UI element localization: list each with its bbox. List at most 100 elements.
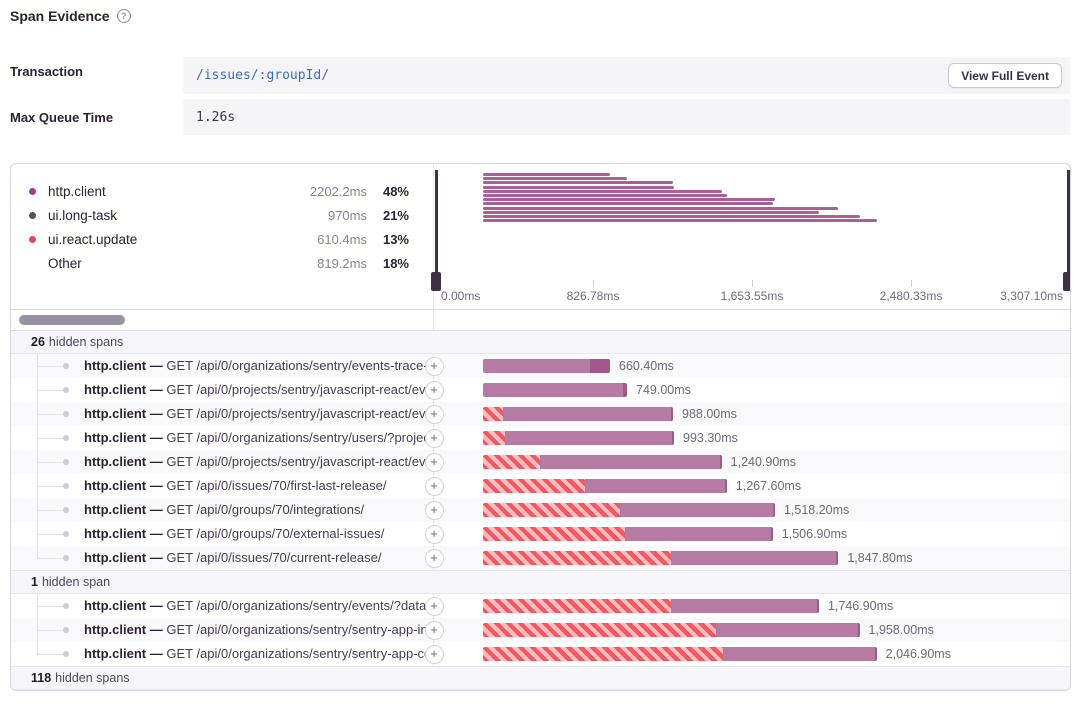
span-op: http.client (84, 454, 147, 469)
legend-duration: 819.2ms (317, 255, 367, 271)
max-queue-time-label: Max Queue Time (10, 110, 114, 125)
span-bar-main (671, 599, 817, 613)
span-op: http.client (84, 502, 147, 517)
plus-icon: + (430, 502, 438, 517)
minimap[interactable] (434, 164, 1070, 280)
axis-tick (593, 280, 594, 287)
span-description: GET /api/0/projects/sentry/javascript-re… (166, 454, 433, 469)
span-row: http.client — GET /api/0/groups/70/exter… (11, 522, 1070, 546)
span-bar-cap (719, 455, 722, 469)
span-bar-queue-hatch (483, 527, 625, 541)
span-bar-main (502, 407, 671, 421)
span-bar-queue-hatch (483, 599, 672, 613)
tree-connector (37, 390, 63, 391)
tree-connector (37, 558, 63, 559)
span-bar-cell: 1,240.90ms (434, 450, 1070, 474)
hidden-spans-row-2[interactable]: 1 hidden span (11, 570, 1070, 594)
plus-icon: + (430, 382, 438, 397)
span-description: GET /api/0/issues/70/current-release/ (166, 550, 382, 565)
span-description: GET /api/0/groups/70/integrations/ (166, 502, 365, 517)
legend-dot-icon (29, 211, 36, 219)
max-queue-time-value: 1.26s (196, 109, 236, 125)
legend-item[interactable]: Other 819.2ms 18% (29, 251, 409, 275)
span-bar-cell: 1,518.20ms (434, 498, 1070, 522)
legend-item[interactable]: ui.react.update 610.4ms 13% (29, 227, 409, 251)
span-op: http.client (84, 622, 147, 637)
legend-cell: http.client 2202.2ms 48% ui.long-task 97… (11, 164, 434, 280)
axis-label-1: 826.78ms (566, 289, 620, 303)
span-bar-queue-hatch (483, 407, 503, 421)
span-description: GET /api/0/organizations/sentry/events-t… (166, 358, 433, 373)
axis-left-spacer (11, 280, 434, 309)
span-description: GET /api/0/issues/70/first-last-release/ (166, 478, 387, 493)
minimap-bar (483, 185, 675, 189)
span-dot-icon (63, 483, 69, 489)
expand-span-button[interactable]: + (424, 500, 444, 520)
span-description: GET /api/0/organizations/sentry/events/?… (166, 598, 433, 613)
span-row: http.client — GET /api/0/issues/70/curre… (11, 546, 1070, 570)
span-row: http.client — GET /api/0/projects/sentry… (11, 402, 1070, 426)
view-full-event-button[interactable]: View Full Event (948, 63, 1062, 88)
span-bar (483, 599, 819, 613)
legend-item[interactable]: ui.long-task 970ms 21% (29, 203, 409, 227)
span-label: http.client — GET /api/0/organizations/s… (84, 426, 433, 450)
minimap-handle-right[interactable] (1063, 170, 1070, 291)
span-name-cell: http.client — GET /api/0/organizations/s… (11, 426, 434, 450)
expand-span-button[interactable]: + (424, 524, 444, 544)
span-bar-cell: 749.00ms (434, 378, 1070, 402)
span-bar-main (483, 359, 590, 373)
span-separator: — (146, 430, 167, 445)
minimap-bar (483, 173, 610, 176)
span-label: http.client — GET /api/0/groups/70/integ… (84, 498, 433, 522)
span-label: http.client — GET /api/0/organizations/s… (84, 642, 433, 666)
span-dot-icon (63, 507, 69, 513)
h-scrollbar[interactable] (11, 310, 434, 330)
expand-span-button[interactable]: + (424, 452, 444, 472)
legend-percent: 48% (382, 183, 409, 199)
tree-connector (37, 438, 63, 439)
minimap-handle-left[interactable] (431, 170, 441, 291)
span-name-cell: http.client — GET /api/0/organizations/s… (11, 618, 434, 642)
expand-span-button[interactable]: + (424, 428, 444, 448)
hidden-count: 118 (31, 671, 52, 685)
span-op: http.client (84, 526, 147, 541)
expand-span-button[interactable]: + (424, 596, 444, 616)
legend-dot-icon (29, 235, 36, 243)
span-description: GET /api/0/organizations/sentry/sentry-a… (166, 646, 433, 661)
tree-connector (37, 462, 63, 463)
span-name-cell: http.client — GET /api/0/groups/70/exter… (11, 522, 434, 546)
span-row: http.client — GET /api/0/groups/70/integ… (11, 498, 1070, 522)
hidden-spans-row-1[interactable]: 26 hidden spans (11, 331, 1070, 354)
span-dot-icon (63, 531, 69, 537)
expand-span-button[interactable]: + (424, 404, 444, 424)
minimap-grip-left-icon[interactable] (431, 272, 441, 291)
span-dot-icon (63, 603, 69, 609)
span-bar-cap (816, 599, 819, 613)
span-bar (483, 359, 610, 373)
span-name-cell: http.client — GET /api/0/issues/70/curre… (11, 546, 434, 570)
span-bar-main (716, 623, 858, 637)
span-waterfall-panel: http.client 2202.2ms 48% ui.long-task 97… (10, 163, 1071, 691)
help-icon[interactable]: ? (116, 9, 131, 23)
scrollbar-thumb[interactable] (19, 315, 125, 325)
expand-span-button[interactable]: + (424, 380, 444, 400)
span-bar-cap (772, 503, 775, 517)
legend-item[interactable]: http.client 2202.2ms 48% (29, 179, 409, 203)
expand-span-button[interactable]: + (424, 476, 444, 496)
axis-label-0: 0.00ms (441, 289, 481, 303)
legend-duration: 610.4ms (317, 231, 367, 247)
expand-span-button[interactable]: + (424, 356, 444, 376)
span-bar-queue-hatch (483, 647, 724, 661)
expand-span-button[interactable]: + (424, 620, 444, 640)
transaction-value[interactable]: /issues/:groupId/ (196, 68, 330, 83)
legend-percent: 21% (382, 207, 409, 223)
minimap-bar (483, 194, 727, 197)
span-bar-main (723, 647, 875, 661)
plus-icon: + (430, 430, 438, 445)
expand-span-button[interactable]: + (424, 548, 444, 568)
span-separator: — (146, 598, 167, 613)
minimap-grip-right-icon[interactable] (1063, 272, 1070, 291)
axis-label-4: 3,307.10ms (1000, 289, 1063, 303)
expand-span-button[interactable]: + (424, 644, 444, 664)
hidden-spans-row-3[interactable]: 118 hidden spans (11, 666, 1070, 690)
